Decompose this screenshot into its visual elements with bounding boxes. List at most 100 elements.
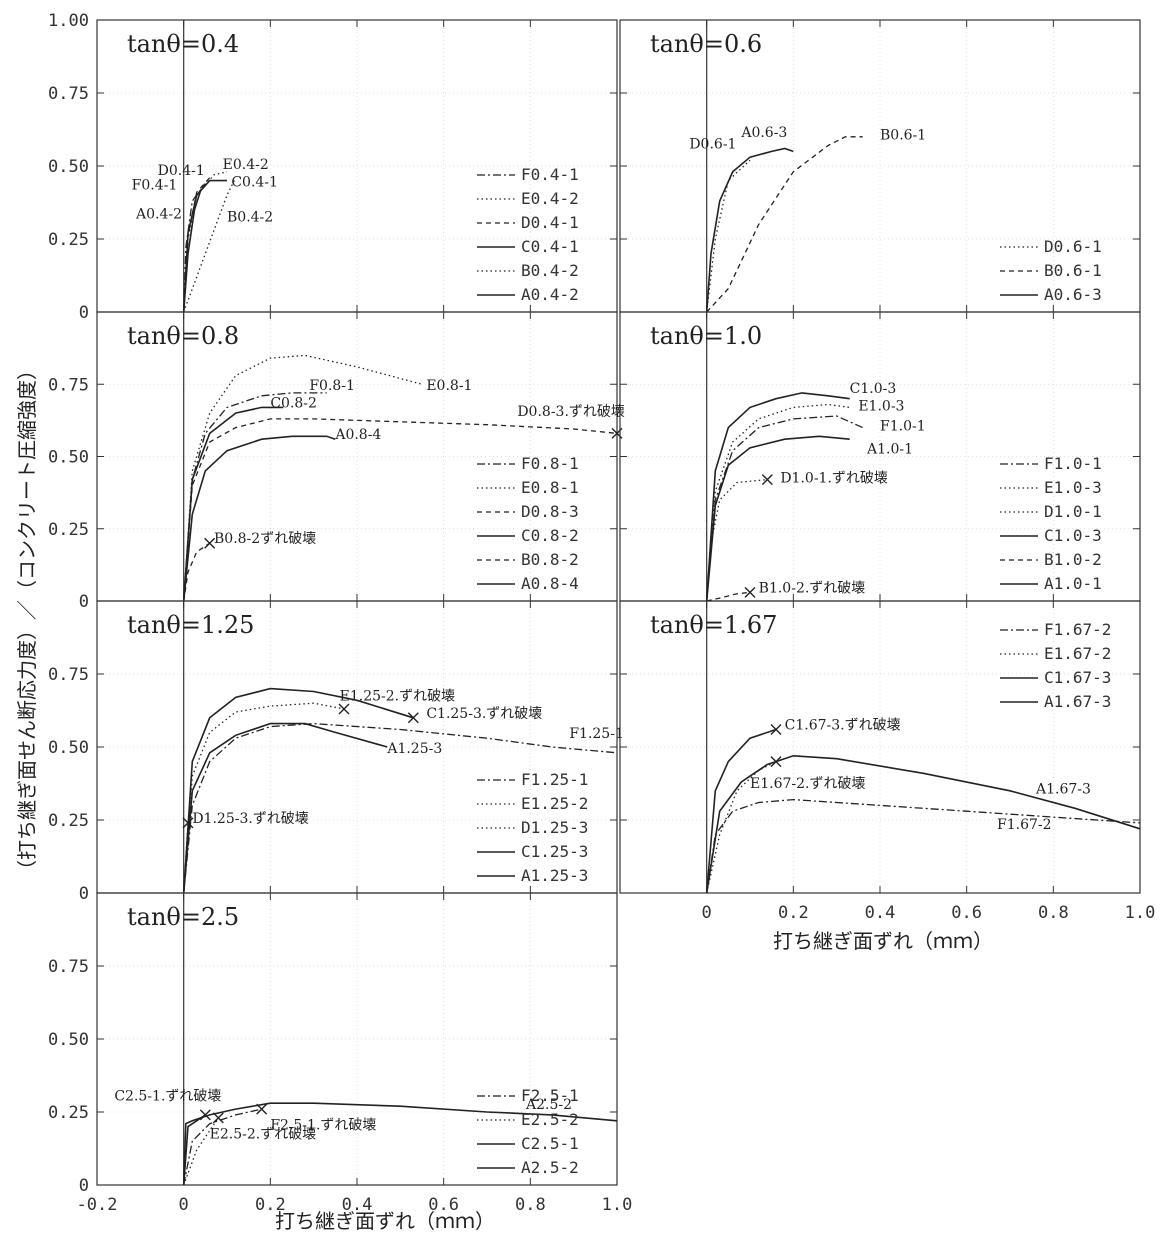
- series-annotation: C0.8-2: [270, 395, 317, 411]
- series-line-F2-5-1: [183, 1108, 262, 1186]
- x-tick-label: 0.2: [255, 1195, 286, 1215]
- series-line-E0-8-1: [183, 354, 423, 602]
- series-annotation: D1.25-3.ずれ破壊: [192, 811, 308, 827]
- legend-label: E0.4-2: [521, 189, 579, 208]
- failure-mark: [256, 1103, 268, 1115]
- x-axis-label-right: 打ち継ぎ面ずれ（ｍｍ）: [773, 929, 993, 953]
- failure-mark: [407, 712, 419, 724]
- panel-title: tanθ=0.4: [127, 30, 239, 58]
- series-line-B0-6-1: [706, 136, 863, 313]
- legend-label: E1.0-3: [1044, 478, 1102, 497]
- series-annotation: A1.67-3: [1035, 782, 1091, 798]
- series-line-E1-0-3: [706, 403, 850, 602]
- panel-title: tanθ=1.25: [127, 611, 254, 639]
- x-axis-label-lower: 打ち継ぎ面ずれ（ｍｍ）: [275, 1209, 495, 1233]
- series-annotation: A0.4-2: [135, 207, 182, 223]
- series-line-C0-8-2: [182, 406, 284, 602]
- legend-label: F2.5-1: [521, 1086, 579, 1105]
- series-annotation: B0.4-2: [227, 209, 273, 225]
- legend-label: A2.5-2: [521, 1158, 579, 1177]
- legend-label: B1.0-2: [1044, 550, 1102, 569]
- series-annotation: F1.25-1: [569, 726, 624, 742]
- series-line-C1-0-3: [705, 392, 850, 602]
- series-annotation: F1.0-1: [880, 418, 926, 434]
- x-tick-label: 0: [179, 1195, 189, 1215]
- series-line-F1-0-1: [706, 415, 863, 602]
- series-annotation: C0.4-1: [231, 174, 278, 190]
- series-annotation: D0.4-1: [158, 163, 205, 179]
- y-tick-label: 0: [79, 303, 89, 323]
- chart-panel-1: tanθ=0.6D0.6-1A0.6-3 B0.6-1D0.6-1B0.6-1A0…: [619, 19, 1141, 313]
- series-annotation: F2.5-1.ずれ破壊: [270, 1118, 376, 1134]
- series-annotation: A0.8-4: [334, 427, 381, 443]
- panel-title: tanθ=1.0: [650, 322, 762, 350]
- y-tick-label: 0.75: [48, 665, 89, 685]
- x-tick-label: 0.6: [428, 1195, 459, 1215]
- series-line-A1-67-3: [705, 754, 1141, 894]
- y-tick-label: 0: [79, 592, 89, 612]
- series-line-E2-5-2: [183, 1117, 219, 1186]
- x-tick-label: 0.2: [778, 903, 809, 923]
- x-tick-label: 0.6: [951, 903, 982, 923]
- legend-label: A1.67-3: [1044, 692, 1111, 711]
- legend-label: D1.0-1: [1044, 502, 1102, 521]
- legend-label: E1.67-2: [1044, 644, 1111, 663]
- series-line-D0-8-3: [183, 418, 618, 602]
- legend-label: C2.5-1: [521, 1134, 579, 1153]
- y-tick-label: 0: [79, 1176, 89, 1196]
- failure-mark: [204, 537, 216, 549]
- legend-label: F0.4-1: [521, 165, 579, 184]
- y-tick-label: 0.75: [48, 957, 89, 977]
- legend-label: B0.6-1: [1044, 261, 1102, 280]
- series-annotation: C1.67-3.ずれ破壊: [785, 717, 901, 733]
- failure-mark: [182, 817, 194, 829]
- series-line-C0-4-1: [182, 179, 227, 313]
- y-tick-label: 0.75: [48, 375, 89, 395]
- legend-label: C1.0-3: [1044, 526, 1102, 545]
- y-tick-label: 0.75: [48, 84, 89, 104]
- failure-mark: [199, 1109, 211, 1121]
- failure-mark: [744, 586, 756, 598]
- series-line-A2-5-2: [182, 1102, 618, 1186]
- legend-label: B0.8-2: [521, 550, 579, 569]
- x-tick-label: 0.8: [515, 1195, 546, 1215]
- panel-title: tanθ=0.6: [650, 30, 762, 58]
- y-tick-label: 0.50: [48, 448, 89, 468]
- series-line-A0-4-2: [182, 189, 202, 313]
- series-line-C1-67-3: [705, 728, 777, 894]
- legend-label: F1.67-2: [1044, 620, 1111, 639]
- x-tick-label: 0.4: [342, 1195, 373, 1215]
- legend-label: A0.6-3: [1044, 285, 1102, 304]
- series-annotation: C2.5-1.ずれ破壊: [114, 1088, 221, 1104]
- y-tick-label: 0.25: [48, 1103, 89, 1123]
- legend-label: A1.25-3: [521, 866, 588, 885]
- y-tick-label: 0.50: [48, 1030, 89, 1050]
- series-line-F1-25-1: [183, 722, 618, 894]
- series-annotation: E0.4-2: [223, 157, 269, 173]
- series-annotation: E1.67-2.ずれ破壊: [750, 776, 865, 792]
- y-tick-label: 0.25: [48, 520, 89, 540]
- series-annotation: F0.8-1: [309, 378, 355, 394]
- legend-label: D1.25-3: [521, 818, 588, 837]
- series-annotation: D1.0-1.ずれ破壊: [780, 471, 888, 487]
- series-annotation: A1.0-1: [866, 442, 913, 458]
- failure-mark: [338, 703, 350, 715]
- legend-label: D0.6-1: [1044, 237, 1102, 256]
- x-tick-label: -0.2: [77, 1195, 118, 1215]
- series-annotation: C1.0-3: [850, 381, 897, 397]
- failure-mark: [770, 756, 782, 768]
- series-line-C1-25-3: [182, 687, 414, 894]
- series-line-C2-5-1: [182, 1114, 206, 1186]
- panel-title: tanθ=2.5: [127, 903, 239, 931]
- legend-label: E1.25-2: [521, 794, 588, 813]
- series-annotation: E1.0-3: [858, 398, 904, 414]
- panel-title: tanθ=1.67: [650, 611, 777, 639]
- series-line-D0-6-1: [706, 159, 751, 313]
- failure-mark: [761, 474, 773, 486]
- series-line-A0-8-4: [182, 435, 336, 602]
- series-annotation: A2.5-2: [525, 1097, 572, 1113]
- legend-label: D0.4-1: [521, 213, 579, 232]
- legend-label: E2.5-2: [521, 1110, 579, 1129]
- series-annotation: B0.8-2ずれ破壊: [214, 531, 316, 547]
